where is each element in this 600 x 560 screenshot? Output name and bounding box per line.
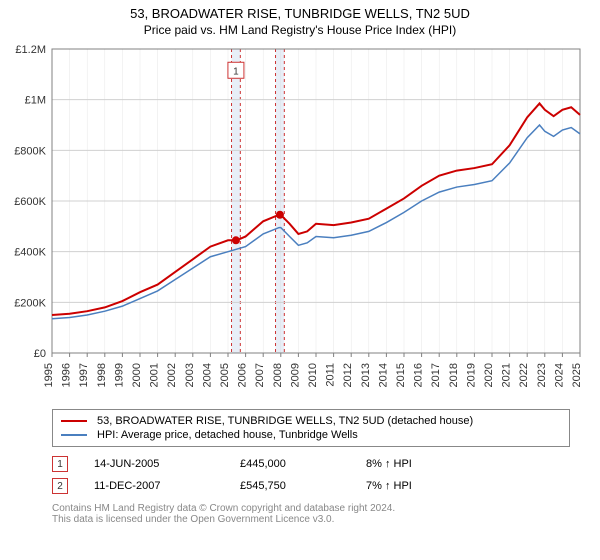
svg-text:2024: 2024: [553, 363, 565, 387]
legend-row: HPI: Average price, detached house, Tunb…: [61, 428, 561, 442]
svg-text:2018: 2018: [448, 363, 460, 387]
annotation-price: £445,000: [240, 458, 340, 470]
legend-label: 53, BROADWATER RISE, TUNBRIDGE WELLS, TN…: [97, 415, 473, 427]
svg-text:2023: 2023: [536, 363, 548, 387]
svg-text:2009: 2009: [289, 363, 301, 387]
svg-text:1996: 1996: [61, 363, 73, 387]
svg-text:2022: 2022: [518, 363, 530, 387]
svg-text:2005: 2005: [219, 363, 231, 387]
svg-text:2013: 2013: [360, 363, 372, 387]
svg-text:2010: 2010: [307, 363, 319, 387]
svg-text:£200K: £200K: [14, 297, 46, 309]
marker-dot-2: [276, 211, 284, 219]
legend-row: 53, BROADWATER RISE, TUNBRIDGE WELLS, TN…: [61, 414, 561, 428]
svg-text:1: 1: [233, 66, 239, 77]
svg-text:2006: 2006: [237, 363, 249, 387]
svg-text:2000: 2000: [131, 363, 143, 387]
svg-text:2014: 2014: [377, 363, 389, 387]
svg-text:2007: 2007: [254, 363, 266, 387]
chart-title: 53, BROADWATER RISE, TUNBRIDGE WELLS, TN…: [0, 6, 600, 21]
annotation-row: 2 11-DEC-2007 £545,750 7% ↑ HPI: [52, 475, 570, 497]
svg-text:2001: 2001: [149, 363, 161, 387]
svg-text:£1.2M: £1.2M: [15, 44, 46, 56]
legend: 53, BROADWATER RISE, TUNBRIDGE WELLS, TN…: [52, 409, 570, 447]
annotation-date: 14-JUN-2005: [94, 458, 214, 470]
svg-text:2011: 2011: [325, 363, 337, 387]
footer-line-1: Contains HM Land Registry data © Crown c…: [52, 503, 570, 514]
annotation-marker: 2: [52, 478, 68, 494]
svg-text:£600K: £600K: [14, 196, 46, 208]
svg-text:1999: 1999: [113, 363, 125, 387]
svg-text:2017: 2017: [430, 363, 442, 387]
annotation-date: 11-DEC-2007: [94, 480, 214, 492]
annotation-price: £545,750: [240, 480, 340, 492]
legend-swatch: [61, 434, 87, 436]
svg-text:£400K: £400K: [14, 247, 46, 259]
price-chart: £0 £200K £400K £600K £800K £1M £1.2M 1995 1996 19…: [0, 43, 600, 403]
svg-text:2016: 2016: [413, 363, 425, 387]
svg-text:1995: 1995: [43, 363, 55, 387]
svg-text:2012: 2012: [342, 363, 354, 387]
footer-attribution: Contains HM Land Registry data © Crown c…: [52, 503, 570, 525]
svg-text:2015: 2015: [395, 363, 407, 387]
svg-text:2003: 2003: [184, 363, 196, 387]
annotation-row: 1 14-JUN-2005 £445,000 8% ↑ HPI: [52, 453, 570, 475]
annotation-marker: 1: [52, 456, 68, 472]
annotation-delta: 7% ↑ HPI: [366, 480, 466, 492]
svg-text:£800K: £800K: [14, 145, 46, 157]
svg-text:1997: 1997: [78, 363, 90, 387]
legend-label: HPI: Average price, detached house, Tunb…: [97, 429, 358, 441]
svg-text:2019: 2019: [465, 363, 477, 387]
marker-dot-1: [232, 236, 240, 244]
legend-swatch: [61, 420, 87, 422]
svg-text:2020: 2020: [483, 363, 495, 387]
annotation-delta: 8% ↑ HPI: [366, 458, 466, 470]
annotation-table: 1 14-JUN-2005 £445,000 8% ↑ HPI 2 11-DEC-2007…: [52, 453, 570, 497]
svg-text:2021: 2021: [501, 363, 513, 387]
footer-line-2: This data is licensed under the Open Gov…: [52, 514, 570, 525]
svg-text:£1M: £1M: [25, 95, 46, 107]
svg-text:2004: 2004: [201, 363, 213, 387]
chart-subtitle: Price paid vs. HM Land Registry's House …: [0, 23, 600, 37]
svg-text:2002: 2002: [166, 363, 178, 387]
svg-text:1998: 1998: [96, 363, 108, 387]
svg-text:£0: £0: [34, 348, 46, 360]
svg-text:2008: 2008: [272, 363, 284, 387]
chart-container: 53, BROADWATER RISE, TUNBRIDGE WELLS, TN…: [0, 6, 600, 525]
svg-text:2025: 2025: [571, 363, 583, 387]
